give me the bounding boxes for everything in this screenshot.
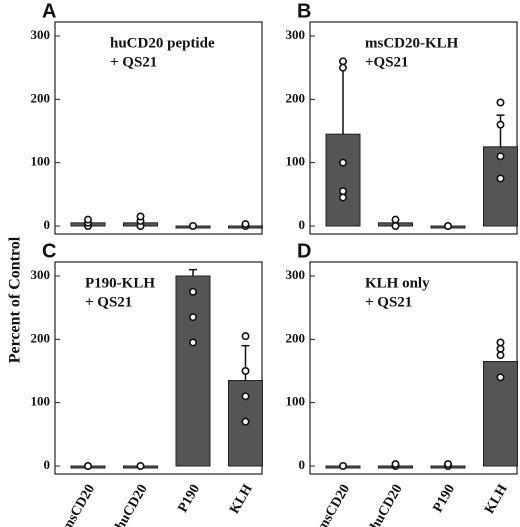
x-tick-label: huCD20 <box>113 482 151 527</box>
y-tick-label: 300 <box>286 27 306 42</box>
data-point <box>136 212 145 221</box>
data-point <box>84 461 93 470</box>
data-point <box>391 222 400 231</box>
data-point <box>84 215 93 224</box>
x-tick-label: msCD20 <box>60 482 99 527</box>
data-point <box>496 338 505 347</box>
panel-letter: D <box>297 240 311 262</box>
data-point <box>496 344 505 353</box>
data-point <box>189 287 198 296</box>
x-tick-label: P190 <box>175 482 203 515</box>
data-point <box>496 373 505 382</box>
data-point <box>496 152 505 161</box>
plot-frame <box>54 261 263 475</box>
bar <box>175 275 211 467</box>
data-point <box>189 338 198 347</box>
data-point <box>338 193 347 202</box>
y-axis-label: Percent of Control <box>7 236 24 363</box>
y-tick-label: 300 <box>31 27 51 42</box>
y-tick-label: 0 <box>299 217 306 232</box>
y-tick-label: 200 <box>31 330 51 345</box>
data-point <box>189 222 198 231</box>
panel-letter: B <box>297 0 311 22</box>
data-point <box>241 220 250 229</box>
x-tick-label: KLH <box>227 482 256 517</box>
data-point <box>391 460 400 469</box>
y-tick-label: 300 <box>286 267 306 282</box>
y-tick-label: 100 <box>286 154 306 169</box>
data-point <box>136 461 145 470</box>
panel-title: huCD20 peptide <box>110 35 215 51</box>
x-tick-label: huCD20 <box>368 482 406 527</box>
data-point <box>443 222 452 231</box>
panel-letter: C <box>42 240 56 262</box>
panel-title: P190-KLH <box>85 275 155 291</box>
bar <box>325 133 361 227</box>
panel-title: KLH only <box>365 275 430 291</box>
data-point <box>443 460 452 469</box>
x-tick-label: P190 <box>430 482 458 515</box>
data-point <box>338 461 347 470</box>
data-point <box>496 120 505 129</box>
panel-letter: A <box>42 0 56 22</box>
y-tick-label: 100 <box>31 154 51 169</box>
data-point <box>338 63 347 72</box>
y-tick-label: 100 <box>286 394 306 409</box>
y-tick-label: 300 <box>31 267 51 282</box>
y-tick-label: 0 <box>44 457 51 472</box>
data-point <box>338 158 347 167</box>
data-point <box>241 417 250 426</box>
plot-frame <box>309 21 518 235</box>
y-tick-label: 200 <box>286 330 306 345</box>
data-point <box>391 215 400 224</box>
x-tick-label: KLH <box>482 482 511 517</box>
panel-title: + QS21 <box>110 54 157 70</box>
panel-title: msCD20-KLH <box>365 35 459 51</box>
y-tick-label: 0 <box>299 457 306 472</box>
data-point <box>241 332 250 341</box>
data-point <box>338 187 347 196</box>
data-point <box>496 98 505 107</box>
panel-title: + QS21 <box>365 294 412 310</box>
panel-title: +QS21 <box>365 54 409 70</box>
data-point <box>241 392 250 401</box>
data-point <box>496 174 505 183</box>
y-tick-label: 100 <box>31 394 51 409</box>
y-tick-label: 200 <box>31 90 51 105</box>
data-point <box>241 366 250 375</box>
data-point <box>338 57 347 66</box>
data-point <box>496 351 505 360</box>
x-tick-label: msCD20 <box>315 482 354 527</box>
plot-frame <box>54 21 263 235</box>
y-tick-label: 0 <box>44 217 51 232</box>
y-tick-label: 200 <box>286 90 306 105</box>
data-point <box>189 313 198 322</box>
panel-title: + QS21 <box>85 294 132 310</box>
